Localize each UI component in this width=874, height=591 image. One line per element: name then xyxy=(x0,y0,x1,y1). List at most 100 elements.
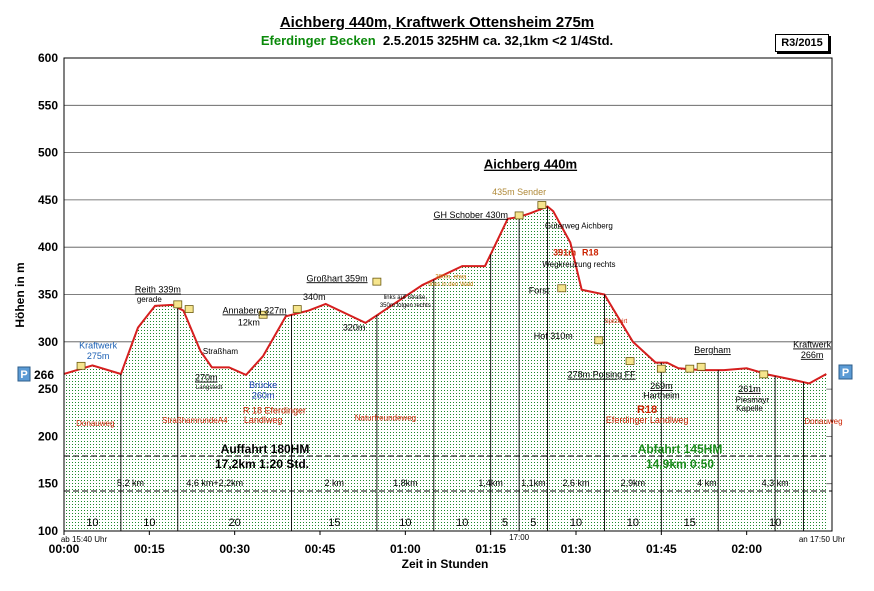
route-annotation: Forst xyxy=(529,286,550,296)
route-annotation: Großhart 359m xyxy=(307,273,368,283)
waypoint-marker xyxy=(625,357,635,366)
route-annotation: Kraftwerk xyxy=(79,340,118,350)
waypoint-marker xyxy=(759,370,769,379)
route-annotation: R 18 Eferdinger xyxy=(243,406,306,416)
route-annotation: 261m xyxy=(738,384,761,394)
route-annotation: Landlweg xyxy=(244,415,283,425)
segment-minutes-label: 10 xyxy=(399,517,411,529)
segment-km-label: 2,6 km xyxy=(562,478,589,488)
route-annotation: Bergham xyxy=(694,345,731,355)
y-tick-label: 150 xyxy=(38,477,58,491)
route-annotation: 435m Sender xyxy=(492,187,546,197)
time-start-label: ab 15:40 Uhr xyxy=(61,535,108,544)
route-annotation: R18 xyxy=(637,404,657,416)
route-annotation: 278m Polsing FF xyxy=(568,370,637,380)
x-tick-label: 00:45 xyxy=(305,542,336,556)
parking-sign-start-label: P xyxy=(20,369,27,381)
waypoint-marker xyxy=(258,310,268,319)
route-annotation: 350m folgen rechts xyxy=(380,303,431,309)
waypoint-marker xyxy=(557,284,567,293)
y-tick-label: 600 xyxy=(38,51,58,65)
route-annotation: Langstedt xyxy=(196,385,223,391)
waypoint-marker xyxy=(292,305,302,313)
waypoint-marker xyxy=(594,336,604,345)
route-annotation: links in den Wald xyxy=(428,282,473,288)
segment-km-label: 1,1km xyxy=(521,478,546,488)
route-annotation: Hartheim xyxy=(643,391,680,401)
segment-minutes-label: 20 xyxy=(229,517,241,529)
segment-km-label: 2,9km xyxy=(621,478,646,488)
y-tick-label: 400 xyxy=(38,240,58,254)
segment-km-label: 1,8km xyxy=(393,478,418,488)
route-annotation: Naturfreundeweg xyxy=(355,413,416,422)
route-annotation: Kapelle xyxy=(736,404,763,413)
waypoint-marker xyxy=(173,300,183,309)
route-annotation: R18 xyxy=(582,248,599,258)
x-tick-label: 00:15 xyxy=(134,542,165,556)
waypoint-marker xyxy=(537,201,547,209)
segment-minutes-label: 5 xyxy=(530,517,536,529)
segment-minutes-label: 15 xyxy=(684,517,696,529)
route-annotation: Reith 339m xyxy=(135,285,181,295)
segment-minutes-label: 10 xyxy=(769,517,781,529)
x-tick-label: 01:30 xyxy=(561,542,592,556)
route-annotation: Brücke xyxy=(249,380,277,390)
waypoint-marker xyxy=(184,305,194,313)
chart-subtitle: Eferdinger Becken 2.5.2015 325HM ca. 32,… xyxy=(0,33,874,48)
x-axis-label: Zeit in Stunden xyxy=(402,557,489,571)
segment-km-label: 4,6 km+2,2km xyxy=(186,478,243,488)
segment-minutes-label: 10 xyxy=(570,517,582,529)
route-annotation: 380m, etwa xyxy=(435,274,467,280)
x-tick-label: 02:00 xyxy=(731,542,762,556)
segment-minutes-label: 5 xyxy=(502,517,508,529)
route-annotation: Spitzwirt xyxy=(604,319,627,325)
segment-km-label: 5,2 km xyxy=(117,478,144,488)
route-annotation: GH Schober 430m xyxy=(433,210,508,220)
route-annotation: gerade xyxy=(137,295,162,304)
parking-sign-start xyxy=(17,366,31,382)
route-annotation: Piesmayr xyxy=(736,395,770,404)
auffahrt-subtitle: 17,2km 1:20 Std. xyxy=(215,457,309,471)
waypoint-marker xyxy=(514,211,524,220)
x-tick-label: 00:00 xyxy=(49,542,80,556)
y-tick-label: 100 xyxy=(38,524,58,538)
segment-minutes-label: 15 xyxy=(328,517,340,529)
route-annotation: StraßhamrundeA4 xyxy=(162,416,228,425)
route-annotation: 340m xyxy=(303,292,326,302)
route-annotation: Donauweg xyxy=(804,417,842,426)
segment-minutes-label: 10 xyxy=(627,517,639,529)
subtitle-region: Eferdinger Becken xyxy=(260,33,376,48)
parking-sign-end-label: P xyxy=(842,367,849,379)
segment-km-label: 4 km xyxy=(697,478,717,488)
route-annotation: Kraftwerk xyxy=(793,339,832,349)
y-tick-label: 550 xyxy=(38,98,58,112)
waypoint-marker xyxy=(656,364,666,373)
route-annotation: links auf Straße, xyxy=(384,295,428,301)
segment-km-label: 1,4km xyxy=(478,478,503,488)
waypoint-marker xyxy=(696,362,706,371)
segment-minutes-label: 10 xyxy=(456,517,468,529)
y-tick-label: 450 xyxy=(38,193,58,207)
route-annotation: 260m xyxy=(252,391,275,401)
chart-title: Aichberg 440m, Kraftwerk Ottensheim 275m xyxy=(279,14,595,31)
segment-km-label: 2 km xyxy=(324,478,344,488)
y-axis-label: Höhen in m xyxy=(13,262,27,327)
route-annotation: 270m xyxy=(195,373,218,383)
route-annotation: 266m xyxy=(801,350,824,360)
route-annotation: Eferdinger Landlweg xyxy=(606,415,689,425)
elevation-area xyxy=(64,206,827,531)
start-elevation-label: 266 xyxy=(34,368,54,382)
y-tick-label: 500 xyxy=(38,146,58,160)
route-annotation: 275m xyxy=(87,351,110,361)
x-tick-label: 01:00 xyxy=(390,542,421,556)
x-tick-label: 00:30 xyxy=(219,542,250,556)
route-annotation: Güterweg Aichberg xyxy=(545,221,613,230)
x-tick-label: 01:45 xyxy=(646,542,677,556)
route-annotation: 12km xyxy=(238,318,260,328)
route-annotation: Wegkreuzung rechts xyxy=(542,260,615,269)
waypoint-marker xyxy=(372,277,382,286)
segment-minutes-label: 10 xyxy=(86,517,98,529)
y-tick-label: 300 xyxy=(38,335,58,349)
waypoint-marker xyxy=(76,361,86,370)
abfahrt-title: Abfahrt 145HM xyxy=(638,442,723,456)
